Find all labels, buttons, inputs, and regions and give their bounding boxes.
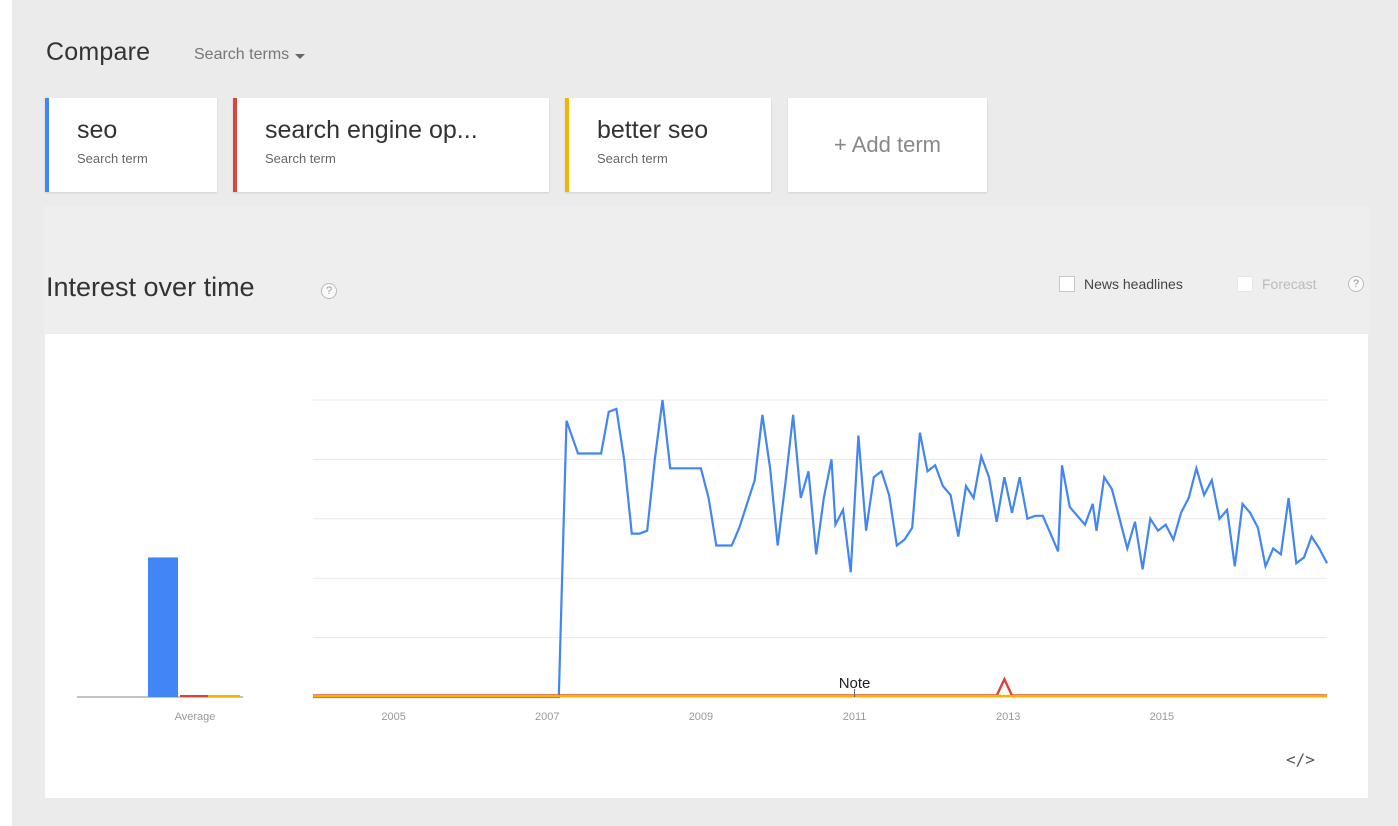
term-name: search engine op... [265, 116, 478, 144]
forecast-toggle: Forecast [1237, 276, 1316, 292]
compare-mode-dropdown[interactable]: Search terms [194, 46, 306, 64]
average-bar [148, 557, 178, 697]
term-color-bar [233, 98, 237, 192]
interest-chart-svg: Average 2005 2007 2009 2011 2013 2015 Note [77, 399, 1328, 723]
series-line-search-engine-optimization [313, 676, 1327, 697]
forecast-help-icon[interactable]: ? [1348, 276, 1364, 292]
term-name: seo [77, 116, 118, 144]
add-term-button[interactable]: + Add term [788, 98, 987, 192]
series-line-seo [313, 399, 1328, 699]
news-headlines-label: News headlines [1084, 276, 1183, 292]
term-card-search-engine-optimization[interactable]: search engine op... Search term [233, 98, 549, 192]
x-tick-label: 2005 [381, 711, 405, 723]
average-tick-label: Average [175, 711, 216, 723]
x-tick-label: 2015 [1150, 711, 1174, 723]
news-headlines-checkbox[interactable] [1059, 276, 1075, 292]
term-color-bar [565, 98, 569, 192]
caret-down-icon [295, 54, 306, 59]
interest-over-time-title: Interest over time [46, 272, 255, 302]
forecast-label: Forecast [1262, 276, 1317, 292]
embed-code-icon[interactable]: </> [1286, 750, 1315, 769]
term-subtitle: Search term [597, 151, 668, 166]
interest-section-header [44, 206, 1370, 334]
news-headlines-toggle[interactable]: News headlines [1059, 276, 1183, 292]
note-label: Note [839, 675, 871, 692]
x-tick-label: 2007 [535, 711, 559, 723]
term-subtitle: Search term [265, 151, 336, 166]
term-card-seo[interactable]: seo Search term [45, 98, 217, 192]
term-color-bar [45, 98, 49, 192]
compare-mode-label: Search terms [194, 46, 290, 63]
term-name: better seo [597, 116, 709, 144]
forecast-checkbox [1237, 276, 1253, 292]
average-bar [208, 695, 240, 697]
term-card-better-seo[interactable]: better seo Search term [565, 98, 771, 192]
compare-title: Compare [46, 38, 151, 66]
help-icon[interactable]: ? [321, 283, 337, 299]
x-tick-label: 2009 [689, 711, 713, 723]
average-bar [180, 695, 208, 697]
interest-chart: Average 2005 2007 2009 2011 2013 2015 Note [45, 334, 1368, 798]
x-tick-label: 2013 [996, 711, 1020, 723]
x-tick-label: 2011 [843, 711, 867, 723]
term-subtitle: Search term [77, 151, 148, 166]
